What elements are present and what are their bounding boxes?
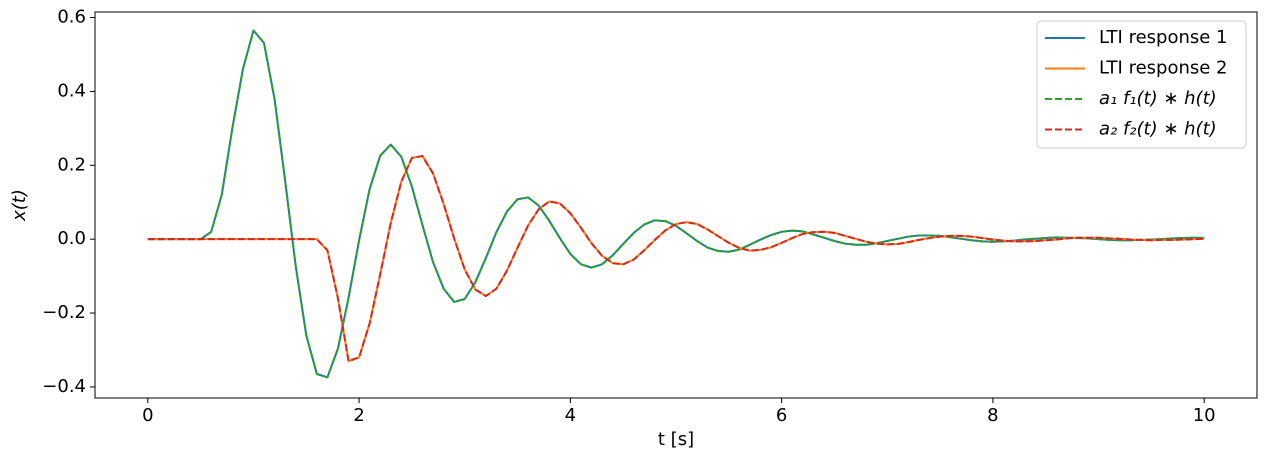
y-axis-label: x(t) (9, 189, 30, 222)
x-tick-label: 2 (353, 405, 364, 426)
x-tick-label: 6 (776, 405, 787, 426)
y-tick-label: −0.2 (42, 302, 86, 323)
x-tick-label: 4 (565, 405, 576, 426)
y-tick-label: −0.4 (42, 376, 86, 397)
series-line (147, 29, 1205, 379)
series-line (147, 155, 1205, 363)
legend-label: a₂ f₂(t) ∗ h(t) (1099, 119, 1217, 140)
x-axis-label: t [s] (658, 429, 694, 450)
legend-label: a₁ f₁(t) ∗ h(t) (1099, 88, 1217, 109)
y-tick-label: 0.0 (57, 228, 86, 249)
y-tick-label: 0.6 (57, 7, 86, 28)
x-tick-label: 8 (987, 405, 998, 426)
legend-box (1036, 20, 1247, 149)
legend-label: LTI response 1 (1099, 27, 1228, 48)
legend-label: LTI response 2 (1099, 58, 1228, 79)
x-tick-label: 0 (142, 405, 153, 426)
y-tick-label: 0.4 (57, 80, 86, 101)
plot-frame (94, 11, 1258, 399)
y-tick-label: 0.2 (57, 154, 86, 175)
x-tick-label: 10 (1193, 405, 1216, 426)
